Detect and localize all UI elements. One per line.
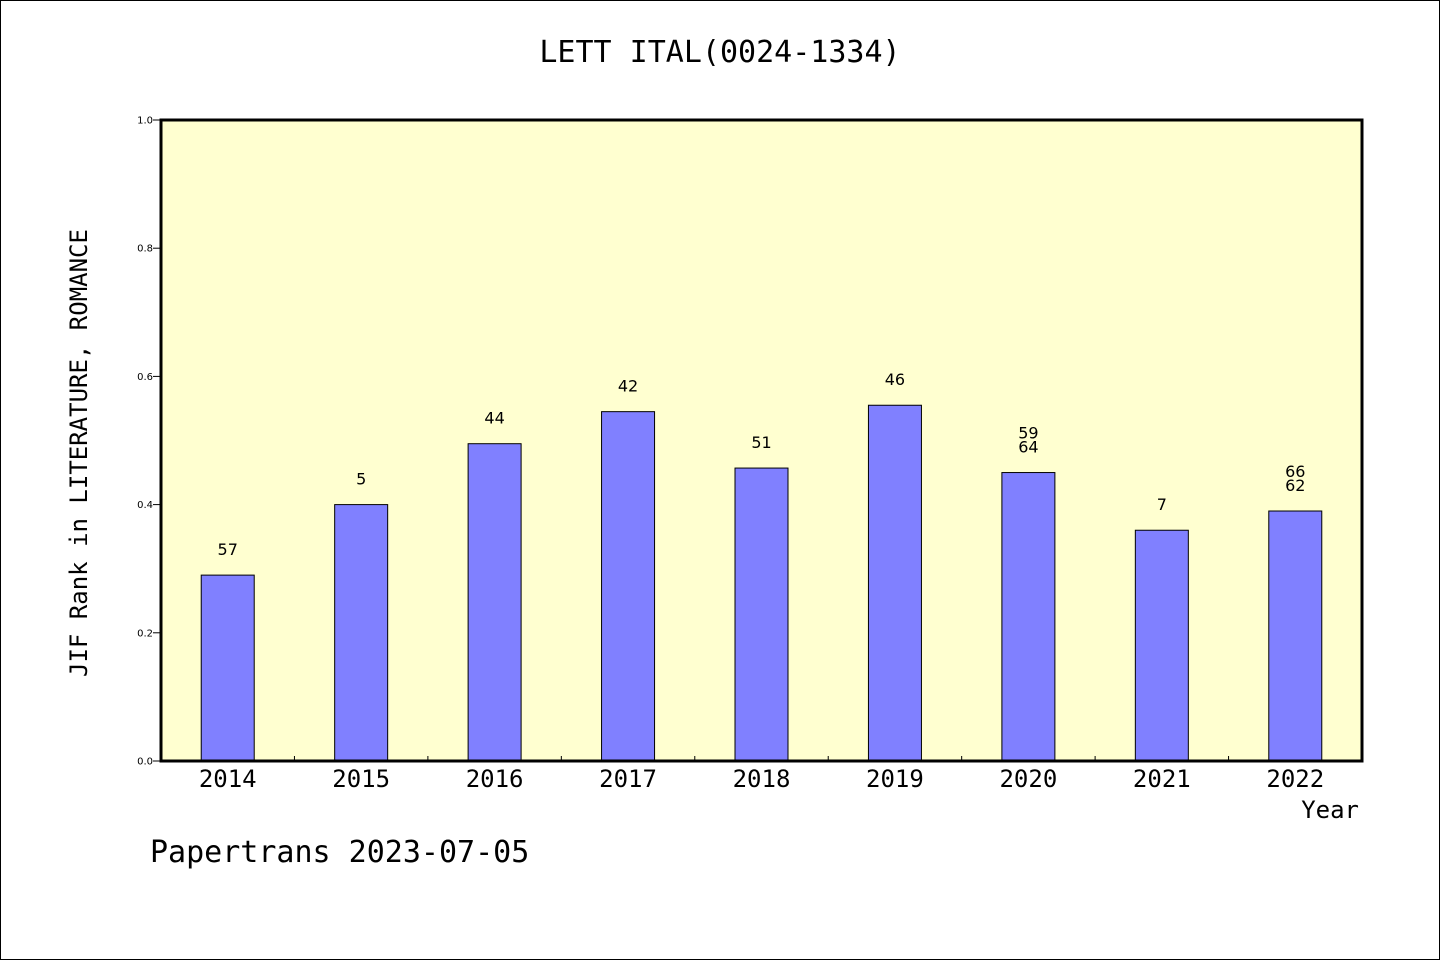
y-tick-label: 0.2 (137, 628, 153, 639)
bar (1134, 529, 1189, 762)
chart-title: LETT ITAL(0024-1334) (539, 35, 901, 70)
bar (334, 504, 389, 762)
x-tick-label: 2022 (1266, 765, 1324, 793)
x-tick-label: 2018 (733, 765, 791, 793)
x-tick-label: 2015 (332, 765, 390, 793)
data-label: 62 (1285, 476, 1305, 495)
bar (200, 574, 255, 762)
bar (467, 443, 522, 762)
y-tick-label: 0.8 (137, 244, 153, 255)
data-label: 66 (1285, 462, 1305, 481)
y-tick-label: 0.6 (137, 372, 153, 383)
y-tick-label: 0.0 (137, 757, 153, 768)
footer-credit: Papertrans 2023-07-05 (150, 835, 530, 870)
bar (1001, 472, 1056, 762)
bar (734, 467, 789, 762)
x-tick-label: 2019 (866, 765, 924, 793)
x-tick-label: 2016 (466, 765, 524, 793)
data-label: 59 (1018, 424, 1038, 443)
y-tick-label: 1.0 (137, 116, 153, 127)
y-tick-label: 0.4 (137, 500, 153, 511)
data-label: 5 (356, 470, 366, 489)
bar (867, 404, 922, 762)
x-tick-label: 2021 (1133, 765, 1191, 793)
data-label: 64 (1018, 438, 1038, 457)
plot-border (159, 118, 1364, 763)
x-tick-label: 2017 (599, 765, 657, 793)
x-tick-label: 2020 (999, 765, 1057, 793)
x-tick-label: 2014 (199, 765, 257, 793)
data-label: 7 (1157, 495, 1167, 514)
data-label: 51 (751, 433, 771, 452)
data-label: 44 (484, 409, 504, 428)
bar (1268, 510, 1323, 762)
x-axis-label: Year (1301, 796, 1359, 824)
data-label: 57 (218, 540, 238, 559)
data-label: 46 (885, 370, 905, 389)
data-label: 42 (618, 377, 638, 396)
bar (601, 411, 656, 762)
